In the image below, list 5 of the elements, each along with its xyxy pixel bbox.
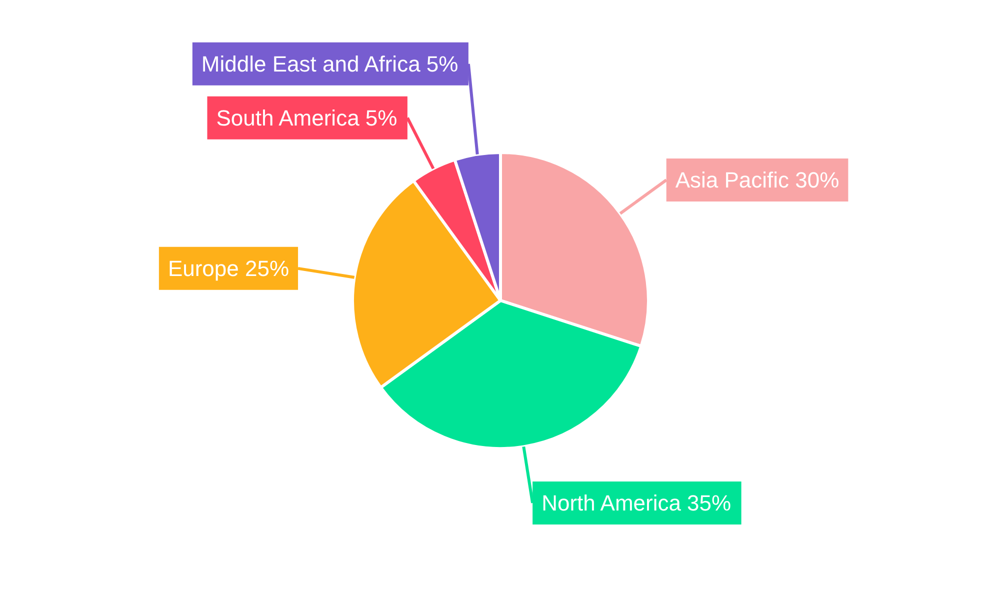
- slice-label: North America 35%: [542, 490, 732, 516]
- slice-label: Middle East and Africa 5%: [201, 51, 458, 76]
- slice-label: Asia Pacific 30%: [675, 168, 840, 193]
- slice-label: Europe 25%: [168, 256, 290, 281]
- slice-label: South America 5%: [216, 105, 398, 130]
